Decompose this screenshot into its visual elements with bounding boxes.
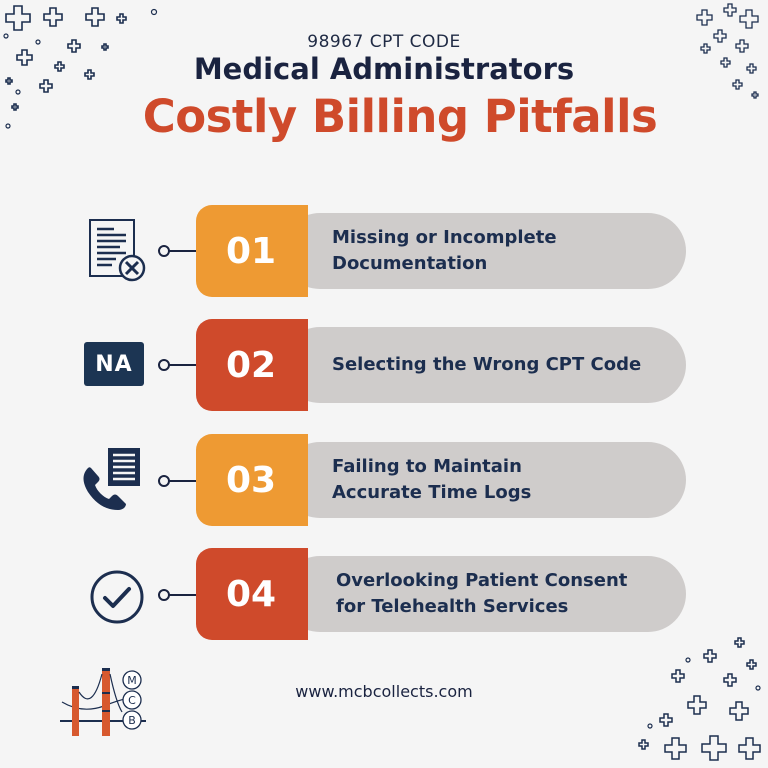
connector-line-4 [164, 594, 196, 596]
pitfall-text-2: Selecting the Wrong CPT Code [332, 354, 642, 375]
pitfall-badge-4: 04 [196, 548, 308, 640]
logo-letter-c: C [128, 694, 136, 707]
connector-dot-2 [158, 359, 170, 371]
pitfall-badge-1: 01 [196, 205, 308, 297]
pitfall-badge-2: 02 [196, 319, 308, 411]
pitfall-number-1: 01 [225, 230, 277, 272]
pitfall-pill-2: Selecting the Wrong CPT Code [282, 327, 686, 403]
audience-heading: Medical Administrators [193, 52, 575, 86]
logo-letter-m: M [127, 674, 137, 687]
pitfall-text-1: Missing or Incomplete Documentation [332, 227, 557, 274]
pitfall-number-4: 04 [225, 573, 277, 615]
connector-dot-3 [158, 475, 170, 487]
cpt-code-subtitle: 98967 CPT CODE [307, 32, 461, 52]
decorative-crosses-top-left [3, 5, 158, 129]
connector-line-3 [164, 480, 196, 482]
pitfall-text-3: Failing to Maintain Accurate Time Logs [332, 456, 532, 503]
document-x-icon [89, 219, 146, 282]
na-icon: NA [84, 342, 144, 386]
decorative-crosses-top-right [696, 3, 759, 99]
connector-dot-4 [158, 589, 170, 601]
checkmark-circle-icon [90, 570, 144, 624]
pitfall-badge-3: 03 [196, 434, 308, 526]
pitfall-text-4: Overlooking Patient Consent for Teleheal… [336, 570, 628, 617]
connector-line-1 [164, 250, 196, 252]
pitfall-number-3: 03 [225, 459, 277, 501]
page-title: Costly Billing Pitfalls [142, 90, 658, 143]
pitfall-number-2: 02 [225, 344, 277, 386]
pitfall-pill-1: Missing or Incomplete Documentation [282, 213, 686, 289]
decorative-crosses-bottom-right [638, 637, 761, 761]
pitfall-pill-3: Failing to Maintain Accurate Time Logs [282, 442, 686, 518]
mcb-bridge-logo: M C B [60, 668, 146, 736]
connector-dot-1 [158, 245, 170, 257]
connector-line-2 [164, 364, 196, 366]
website-url[interactable]: www.mcbcollects.com [295, 682, 473, 701]
pitfall-pill-4: Overlooking Patient Consent for Teleheal… [282, 556, 686, 632]
logo-letter-b: B [128, 714, 136, 727]
phone-document-icon [83, 448, 140, 510]
